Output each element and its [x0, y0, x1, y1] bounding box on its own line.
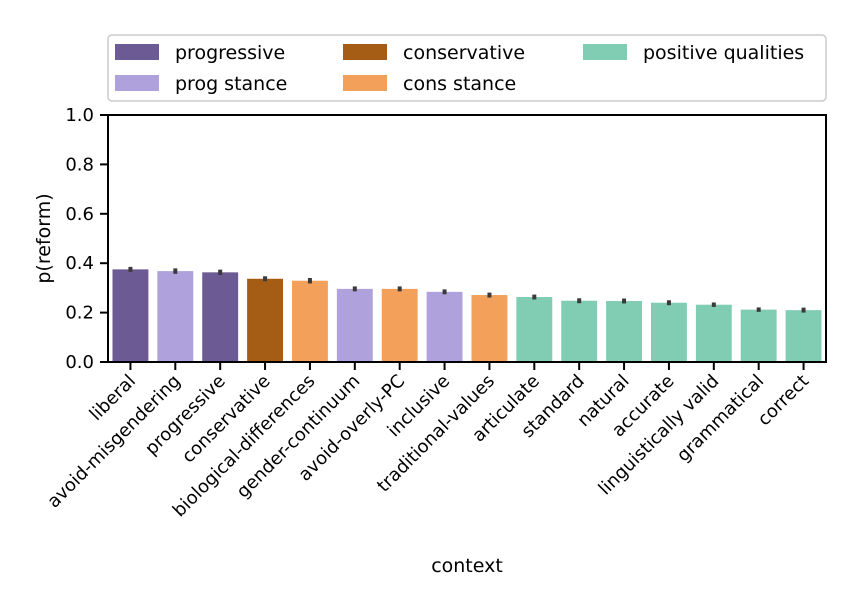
y-tick-label: 0.8 — [65, 154, 94, 175]
legend: progressive prog stance conservative cons s… — [107, 34, 827, 102]
legend-label: positive qualities — [643, 42, 804, 64]
bar — [650, 302, 687, 362]
bars-layer — [112, 269, 822, 362]
legend-label: progressive — [175, 42, 285, 64]
bar — [426, 291, 463, 362]
bar — [336, 288, 373, 362]
y-tick-label: 0.4 — [65, 253, 94, 274]
bar — [112, 269, 149, 362]
bar — [471, 295, 508, 362]
bar — [785, 310, 822, 362]
x-tick-label: correct — [754, 371, 813, 430]
x-axis-label: context — [431, 555, 503, 577]
legend-swatch — [115, 75, 159, 91]
legend-label: cons stance — [403, 73, 516, 95]
bar — [695, 304, 732, 362]
bar — [516, 297, 553, 362]
y-axis-label: p(reform) — [33, 193, 55, 283]
legend-label: conservative — [403, 42, 525, 64]
bar — [247, 278, 284, 362]
x-axis: liberalavoid-misgenderingprogressivecons… — [43, 362, 813, 521]
y-axis: 0.0 0.2 0.4 0.6 0.8 1.0 — [65, 105, 108, 373]
bar — [202, 272, 239, 362]
legend-swatch — [343, 75, 387, 91]
bar — [740, 309, 777, 362]
error-bars-layer — [128, 266, 806, 313]
legend-swatch — [583, 44, 627, 60]
y-tick-label: 0.0 — [65, 352, 94, 373]
legend-box — [107, 34, 827, 102]
y-tick-label: 0.2 — [65, 303, 94, 324]
legend-swatch — [343, 44, 387, 60]
legend-label: prog stance — [175, 73, 287, 95]
y-tick-label: 0.6 — [65, 204, 94, 225]
bar — [561, 300, 598, 362]
legend-swatch — [115, 44, 159, 60]
y-tick-label: 1.0 — [65, 105, 94, 126]
plot-frame — [107, 114, 827, 363]
bar — [381, 288, 418, 362]
bar — [291, 280, 328, 362]
bar — [157, 271, 194, 362]
bar — [606, 300, 643, 362]
